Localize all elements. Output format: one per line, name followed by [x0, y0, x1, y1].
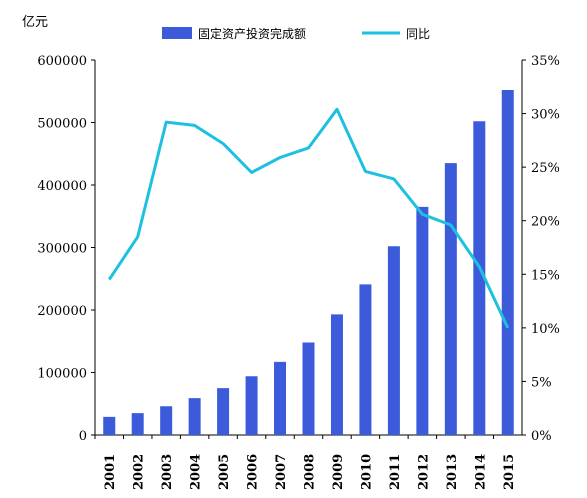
left-tick-label: 600000 — [37, 54, 87, 69]
bar — [444, 163, 457, 435]
left-tick-label: 400000 — [37, 179, 87, 194]
x-tick-label: 2001 — [103, 454, 118, 490]
bar — [359, 284, 372, 435]
bar — [387, 246, 400, 435]
right-tick-label: 25% — [531, 161, 560, 176]
bar — [473, 121, 486, 435]
x-tick-label: 2012 — [416, 454, 431, 490]
plot-area: 0 100000 200000 300000 400000 500000 600000 0% 5… — [37, 54, 560, 490]
right-tick-label: 30% — [531, 108, 560, 123]
x-tick-label: 2007 — [274, 454, 289, 490]
x-tick-label: 2004 — [189, 454, 204, 490]
left-tick-label: 200000 — [37, 304, 87, 319]
x-tick-label: 2015 — [502, 454, 517, 490]
left-tick-label: 300000 — [37, 242, 87, 257]
left-axis-unit: 亿元 — [22, 15, 48, 30]
legend-label-bar: 固定资产投资完成额 — [198, 26, 306, 41]
bar — [302, 342, 315, 435]
bar — [501, 90, 514, 435]
bar — [330, 314, 343, 435]
bar — [217, 388, 230, 435]
x-tick-label: 2006 — [246, 454, 261, 490]
x-tick-label: 2003 — [160, 454, 175, 490]
right-tick-label: 35% — [531, 54, 560, 69]
bar — [188, 398, 201, 435]
legend-label-line: 同比 — [406, 27, 430, 41]
right-tick-label: 5% — [531, 375, 552, 390]
x-tick-label: 2002 — [132, 454, 147, 490]
x-tick-label: 2008 — [303, 454, 318, 490]
legend: 固定资产投资完成额 同比 — [162, 26, 430, 41]
x-tick-label: 2014 — [473, 454, 488, 490]
right-tick-label: 20% — [531, 215, 560, 230]
x-tick-label: 2010 — [359, 454, 374, 490]
left-tick-label: 500000 — [37, 117, 87, 132]
right-tick-label: 10% — [531, 322, 560, 337]
bar — [274, 361, 287, 435]
left-tick-label: 0 — [79, 429, 87, 444]
bar — [103, 416, 116, 435]
x-tick-label: 2009 — [331, 454, 346, 490]
bar — [160, 406, 173, 435]
legend-swatch-bar — [162, 27, 192, 39]
bar — [416, 206, 429, 435]
left-tick-label: 100000 — [37, 367, 87, 382]
right-tick-label: 0% — [531, 429, 552, 444]
x-tick-label: 2011 — [388, 454, 403, 490]
bar — [131, 413, 144, 435]
bar — [245, 376, 258, 435]
x-tick-label: 2013 — [445, 454, 460, 490]
x-tick-label: 2005 — [217, 454, 232, 490]
right-tick-label: 15% — [531, 268, 560, 283]
